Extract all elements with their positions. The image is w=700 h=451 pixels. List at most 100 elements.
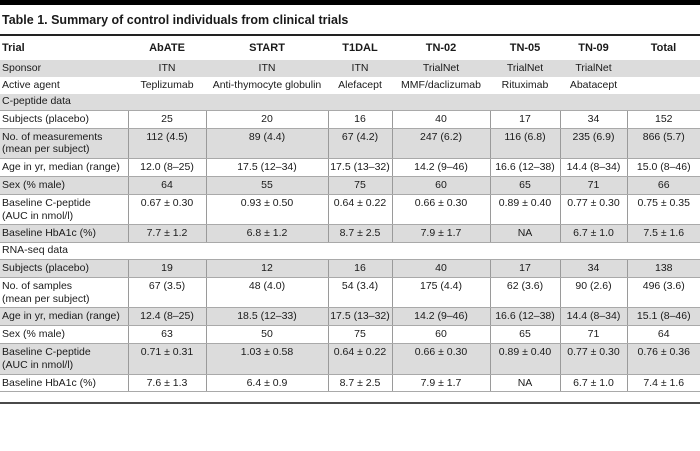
- table-row: Active agent Teplizumab Anti-thymocyte glo…: [0, 77, 700, 94]
- cell: 54 (3.4): [327, 276, 392, 309]
- cell: 0.66 ± 0.30: [391, 193, 490, 226]
- cell: 0.67 ± 0.30: [127, 193, 206, 226]
- cell: 14.2 (9–46): [391, 307, 490, 327]
- cell: Alefacept: [338, 79, 382, 92]
- table-row: Baseline HbA1c (%) 7.7 ± 1.2 6.8 ± 1.2 8.7 …: [0, 224, 700, 244]
- bottom-rule: [0, 402, 700, 405]
- cell: 8.7 ± 2.5: [327, 373, 392, 393]
- cell: 71: [559, 175, 627, 195]
- cell: 6.8 ± 1.2: [205, 224, 328, 244]
- cell: [627, 60, 700, 77]
- cell: 34: [559, 109, 627, 129]
- table-row: Sponsor ITN ITN ITN TrialNet TrialNet TrialNet: [0, 60, 700, 78]
- section-header: C-peptide data: [2, 95, 71, 107]
- cell: 0.64 ± 0.22: [327, 342, 392, 375]
- cell: 6.7 ± 1.0: [559, 224, 627, 244]
- cell: 0.75 ± 0.35: [626, 193, 700, 226]
- cell: 65: [489, 175, 560, 195]
- cell: 20: [205, 109, 328, 129]
- cell: 16: [327, 109, 392, 129]
- header-row: Trial AbATE START T1DAL TN-02 TN-05 TN-0…: [0, 36, 700, 60]
- table-row: Sex (% male) 63 50 75 60 65 71 64: [0, 325, 700, 344]
- row-label: Age in yr, median (range): [0, 158, 128, 177]
- table-row: RNA-seq data: [0, 243, 700, 260]
- cell: 235 (6.9): [559, 127, 627, 160]
- cell: 19: [127, 258, 206, 278]
- column-header-total: Total: [650, 42, 677, 54]
- cell: 40: [391, 258, 490, 278]
- section-header: RNA-seq data: [2, 244, 68, 257]
- row-label: No. of samples (mean per subject): [0, 276, 128, 309]
- cell: ITN: [258, 62, 276, 75]
- top-rule: [0, 0, 700, 5]
- cell: TrialNet: [506, 62, 544, 75]
- table-row: Baseline C-peptide (AUC in nmol/l) 0.67 ±…: [0, 193, 700, 226]
- cell: 50: [205, 325, 328, 344]
- cell: 48 (4.0): [205, 276, 328, 309]
- table-row: Age in yr, median (range) 12.0 (8–25) 17.5…: [0, 158, 700, 177]
- cell: 17.5 (13–32): [327, 158, 392, 177]
- row-label: Baseline C-peptide (AUC in nmol/l): [0, 193, 128, 226]
- cell: 17: [489, 109, 560, 129]
- cell: 0.64 ± 0.22: [327, 193, 392, 226]
- cell: ITN: [351, 62, 369, 75]
- cell: 18.5 (12–33): [205, 307, 328, 327]
- cell: 34: [559, 258, 627, 278]
- row-label: Age in yr, median (range): [0, 307, 128, 327]
- cell: Rituximab: [501, 79, 549, 92]
- cell: 496 (3.6): [626, 276, 700, 309]
- cell: MMF/daclizumab: [401, 79, 481, 92]
- cell: 60: [391, 325, 490, 344]
- table-row: Sex (% male) 64 55 75 60 65 71 66: [0, 175, 700, 195]
- cell: 112 (4.5): [127, 127, 206, 160]
- cell: Teplizumab: [140, 79, 194, 92]
- cell: 12.4 (8–25): [127, 307, 206, 327]
- cell: NA: [489, 373, 560, 393]
- row-label: Sponsor: [2, 62, 42, 75]
- row-label: Active agent: [2, 79, 60, 92]
- cell: 14.4 (8–34): [559, 307, 627, 327]
- column-header-start: START: [249, 42, 285, 54]
- cell: Abatacept: [569, 79, 618, 92]
- cell: 7.9 ± 1.7: [391, 373, 490, 393]
- cell: 7.5 ± 1.6: [626, 224, 700, 244]
- cell: 17.5 (13–32): [327, 307, 392, 327]
- cell: 64: [626, 325, 700, 344]
- cell: 7.6 ± 1.3: [127, 373, 206, 393]
- cell: 0.93 ± 0.50: [205, 193, 328, 226]
- cell: 12: [205, 258, 328, 278]
- cell: 0.77 ± 0.30: [559, 193, 627, 226]
- cell: 16.6 (12–38): [489, 158, 560, 177]
- table-row: C-peptide data: [0, 94, 700, 111]
- row-label: Subjects (placebo): [0, 258, 128, 278]
- cell: 75: [327, 325, 392, 344]
- cell: 67 (4.2): [327, 127, 392, 160]
- cell: 63: [127, 325, 206, 344]
- table-row: Subjects (placebo) 19 12 16 40 17 34 138: [0, 258, 700, 278]
- cell: 247 (6.2): [391, 127, 490, 160]
- cell: 12.0 (8–25): [127, 158, 206, 177]
- cell: 175 (4.4): [391, 276, 490, 309]
- cell: 66: [626, 175, 700, 195]
- cell: [627, 77, 700, 94]
- title-rule: [0, 34, 700, 36]
- column-header-tn05: TN-05: [509, 42, 541, 54]
- row-label: Baseline HbA1c (%): [0, 224, 128, 244]
- cell: 89 (4.4): [205, 127, 328, 160]
- cell: 152: [626, 109, 700, 129]
- row-label: Baseline C-peptide (AUC in nmol/l): [0, 342, 128, 375]
- cell: 7.9 ± 1.7: [391, 224, 490, 244]
- cell: 0.89 ± 0.40: [489, 342, 560, 375]
- cell: 0.76 ± 0.36: [626, 342, 700, 375]
- cell: 17.5 (12–34): [205, 158, 328, 177]
- row-label: Subjects (placebo): [0, 109, 128, 129]
- cell: 62 (3.6): [489, 276, 560, 309]
- row-label: No. of measurements (mean per subject): [0, 127, 128, 160]
- cell: 6.7 ± 1.0: [559, 373, 627, 393]
- cell: ITN: [158, 62, 176, 75]
- cell: 71: [559, 325, 627, 344]
- cell: TrialNet: [422, 62, 460, 75]
- column-header-trial: Trial: [2, 42, 25, 54]
- cell: 65: [489, 325, 560, 344]
